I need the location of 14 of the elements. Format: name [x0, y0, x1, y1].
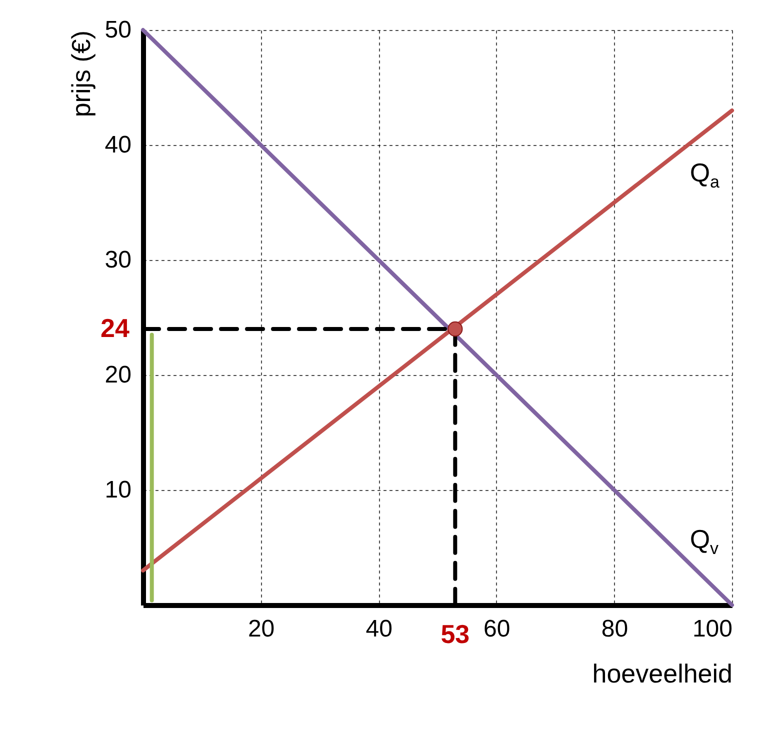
y-tick-label: 10	[104, 476, 132, 504]
x-tick-label: 60	[484, 616, 510, 642]
annotation: 24	[100, 313, 130, 343]
x-axis-title: hoeveelheid	[592, 658, 732, 688]
x-tick-label: 80	[601, 616, 628, 642]
x-tick-label: 40	[366, 616, 392, 642]
y-tick-label: 50	[104, 16, 132, 44]
annotation: 53	[440, 619, 470, 649]
y-tick-label: 30	[104, 246, 132, 274]
x-tick-label: 100	[692, 616, 732, 642]
y-tick-label: 40	[104, 132, 132, 158]
y-axis-title: prijs (€)	[66, 30, 96, 118]
y-tick-label: 20	[104, 362, 132, 388]
x-tick-label: 20	[248, 616, 275, 642]
